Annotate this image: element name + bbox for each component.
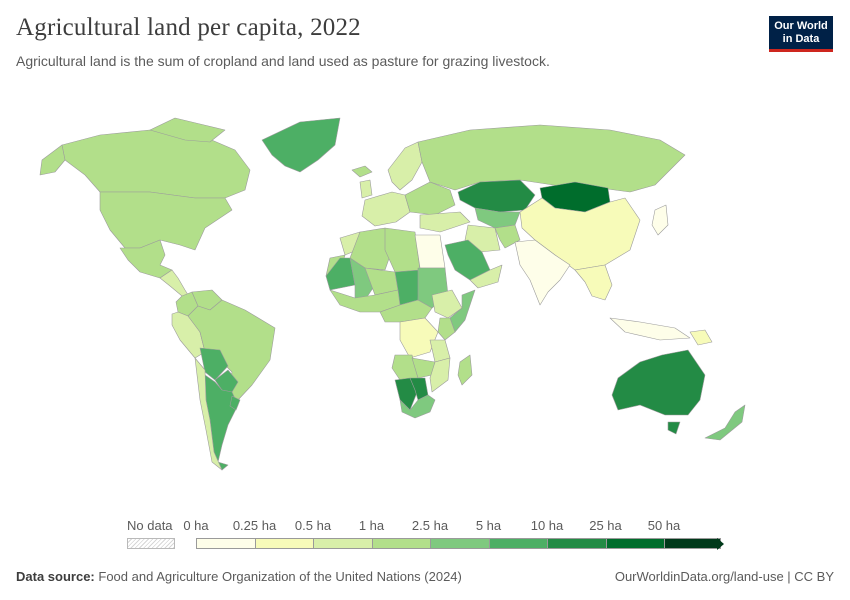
country-uk[interactable]	[359, 179, 373, 199]
legend-no-data-swatch	[127, 538, 175, 549]
footer-url[interactable]: OurWorldinData.org/land-use | CC BY	[614, 569, 834, 584]
legend-bin[interactable]	[488, 538, 547, 549]
legend-tick-label: 50 ha	[647, 518, 681, 533]
legend-arrow	[717, 538, 724, 550]
country-kenya[interactable]	[437, 317, 456, 341]
country-madagascar[interactable]	[457, 354, 473, 386]
country-western-europe[interactable]	[361, 191, 411, 227]
country-afghanistan[interactable]	[494, 224, 521, 249]
country-central-africa[interactable]	[379, 299, 433, 323]
legend-no-data-label: No data	[127, 518, 173, 533]
country-uruguay[interactable]	[229, 395, 241, 411]
country-indonesia[interactable]	[609, 317, 691, 341]
legend-tick-label: 0.25 ha	[232, 518, 277, 533]
country-papua-new-guinea[interactable]	[689, 329, 713, 346]
country-scandinavia[interactable]	[387, 141, 423, 191]
legend-bin[interactable]	[371, 538, 430, 549]
country-canada[interactable]	[61, 129, 251, 199]
country-ethiopia[interactable]	[431, 289, 463, 319]
country-india[interactable]	[514, 239, 571, 306]
country-dr-congo[interactable]	[399, 317, 439, 359]
country-egypt[interactable]	[414, 234, 446, 269]
footer-source: Data source: Food and Agriculture Organi…	[16, 569, 462, 584]
country-turkey-caucasus[interactable]	[419, 211, 471, 233]
country-tasmania[interactable]	[667, 421, 681, 435]
legend-bin[interactable]	[254, 538, 313, 549]
country-japan[interactable]	[651, 204, 669, 236]
legend-bin[interactable]	[547, 538, 606, 549]
footer-source-text: Food and Agriculture Organization of the…	[98, 569, 462, 584]
country-canada-arctic[interactable]	[149, 117, 226, 143]
legend-tick-label: 25 ha	[589, 518, 622, 533]
legend-tick-label: 10 ha	[530, 518, 564, 533]
country-bolivia[interactable]	[199, 347, 229, 381]
country-chile[interactable]	[194, 357, 223, 471]
map-legend: No data 0 ha 0.25 ha 0.5 ha 1 ha 2.5 ha 5 ha 1…	[0, 515, 850, 555]
legend-bin[interactable]	[664, 538, 721, 549]
legend-tick-label: 0.5 ha	[294, 518, 332, 533]
country-united-states[interactable]	[99, 191, 233, 251]
country-southeast-asia[interactable]	[574, 264, 613, 301]
country-russia[interactable]	[417, 124, 686, 193]
legend-tick-label: 5 ha	[475, 518, 502, 533]
country-south-africa[interactable]	[399, 394, 436, 419]
country-new-zealand[interactable]	[704, 404, 746, 441]
country-iceland[interactable]	[351, 165, 373, 178]
legend-tick-label: 2.5 ha	[411, 518, 449, 533]
footer-source-label: Data source:	[16, 569, 95, 584]
legend-tick-label: 0 ha	[183, 518, 209, 533]
country-namibia[interactable]	[394, 377, 419, 411]
legend-tick-label: 1 ha	[358, 518, 385, 533]
legend-bin[interactable]	[430, 538, 489, 549]
legend-bin[interactable]	[605, 538, 664, 549]
logo-line-2: in Data	[782, 33, 820, 45]
country-greenland[interactable]	[261, 117, 341, 173]
world-map[interactable]	[0, 100, 850, 510]
owid-logo[interactable]: Our World in Data	[769, 16, 833, 52]
country-australia[interactable]	[611, 349, 706, 416]
country-libya[interactable]	[384, 227, 421, 273]
legend-bin[interactable]	[313, 538, 372, 549]
legend-bin[interactable]	[196, 538, 255, 549]
country-yemen-oman[interactable]	[469, 264, 503, 289]
country-alaska[interactable]	[39, 144, 66, 176]
country-mexico[interactable]	[119, 239, 173, 279]
logo-line-1: Our World	[774, 20, 828, 32]
chart-subtitle: Agricultural land is the sum of cropland…	[16, 53, 550, 69]
chart-title: Agricultural land per capita, 2022	[16, 14, 361, 41]
country-mozambique[interactable]	[429, 357, 451, 393]
